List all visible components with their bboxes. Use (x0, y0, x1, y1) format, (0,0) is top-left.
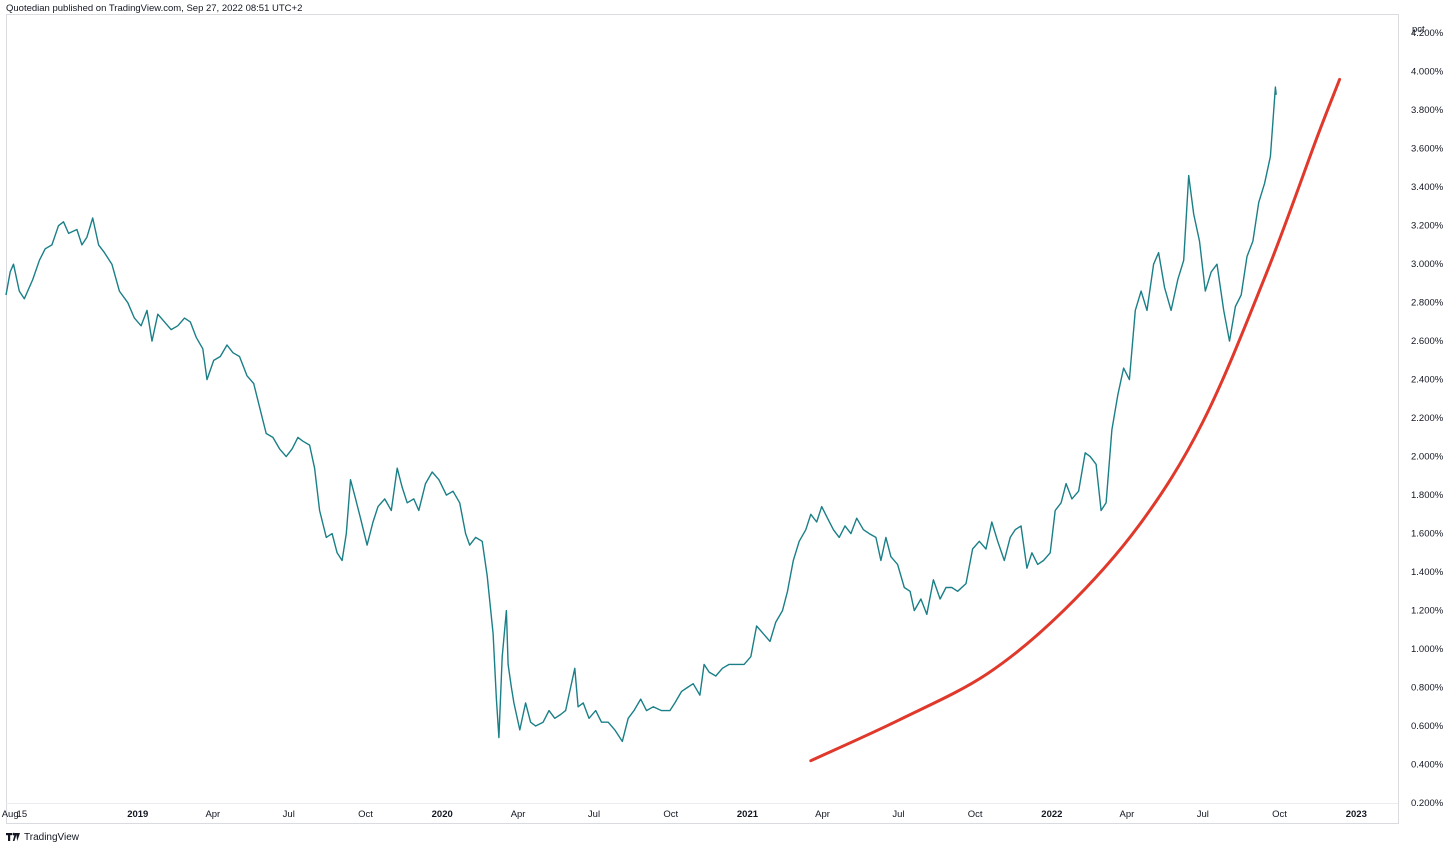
footer-brand: TradingView (24, 831, 80, 843)
trend-curve-annotation (809, 77, 1342, 763)
footer: TradingView (6, 830, 79, 844)
y-tick-label: 0.400% (1411, 760, 1444, 771)
x-tick-label: Oct (663, 809, 678, 820)
x-tick-label: Jul (892, 809, 904, 820)
y-tick-label: 0.200% (1411, 798, 1444, 809)
y-tick-label: 3.400% (1411, 182, 1444, 193)
x-tick-label: 15 (17, 809, 28, 820)
x-tick-label: Apr (511, 809, 526, 820)
tradingview-logo-icon (6, 832, 20, 841)
x-tick-label: Oct (968, 809, 983, 820)
y-tick-label: 3.800% (1411, 105, 1444, 116)
x-tick-label: Jul (283, 809, 295, 820)
x-tick-label: Apr (1120, 809, 1135, 820)
x-tick-label: 2020 (432, 809, 453, 820)
y-tick-label: 2.000% (1411, 452, 1444, 463)
x-tick-label: Aug (2, 809, 19, 820)
y-tick-label: 2.400% (1411, 375, 1444, 386)
chart-pane-border (6, 14, 1399, 824)
y-tick-label: 4.000% (1411, 67, 1444, 78)
y-tick-label: 2.800% (1411, 298, 1444, 309)
y-tick-label: 0.800% (1411, 683, 1444, 694)
y-tick-label: 2.200% (1411, 413, 1444, 424)
y-tick-label: 1.200% (1411, 606, 1444, 617)
x-tick-label: Jul (588, 809, 600, 820)
y-tick-label: 3.000% (1411, 259, 1444, 270)
annotation-layer (809, 77, 1342, 763)
publish-header: Quotedian published on TradingView.com, … (6, 3, 303, 14)
y-tick-label: 3.600% (1411, 144, 1444, 155)
y-tick-label: 1.400% (1411, 567, 1444, 578)
x-tick-label: 2019 (127, 809, 148, 820)
x-tick-label: Jul (1197, 809, 1209, 820)
x-tick-label: Oct (1272, 809, 1287, 820)
x-tick-label: 2021 (737, 809, 759, 820)
series-layer (5, 86, 1277, 743)
y-tick-label: 4.200% (1411, 28, 1444, 39)
y-tick-label: 1.800% (1411, 490, 1444, 501)
x-tick-label: 2022 (1041, 809, 1062, 820)
y-tick-label: 1.600% (1411, 529, 1444, 540)
x-tick-label: Apr (815, 809, 830, 820)
y-tick-label: 0.600% (1411, 721, 1444, 732)
y-unit-label: pct (1412, 24, 1425, 35)
y-tick-label: 3.200% (1411, 221, 1444, 232)
y-axis: 0.200% 0.400% 0.600% 0.800% 1.000% 1.200% 1.40… (1411, 28, 1444, 809)
y-tick-label: 1.000% (1411, 644, 1444, 655)
x-tick-label: Oct (358, 809, 373, 820)
y-tick-label: 2.600% (1411, 336, 1444, 347)
series-line (5, 86, 1277, 743)
x-tick-label: 2023 (1346, 809, 1367, 820)
x-tick-label: Apr (205, 809, 220, 820)
